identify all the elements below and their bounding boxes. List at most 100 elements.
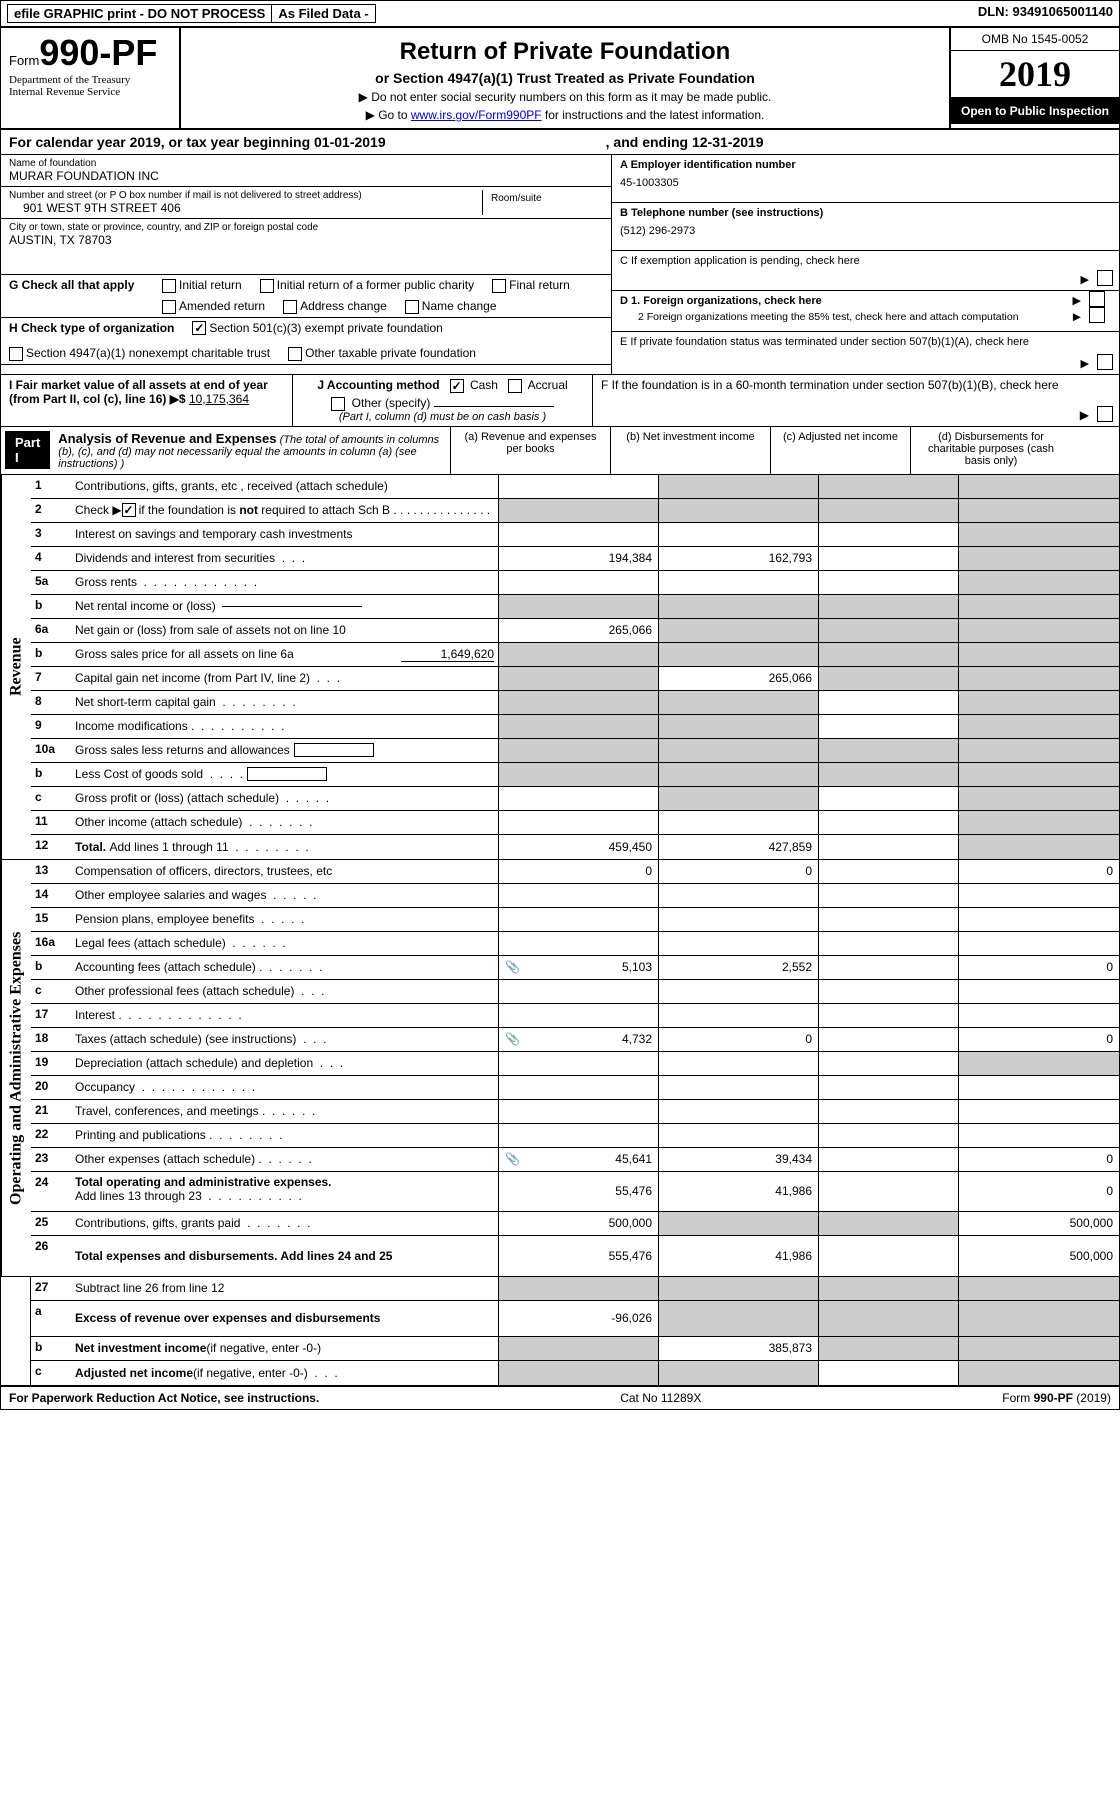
attach-icon[interactable]: 📎 <box>505 1032 520 1046</box>
phone-cell: B Telephone number (see instructions) (5… <box>612 203 1119 251</box>
header-left: Form990-PF Department of the Treasury In… <box>1 28 181 128</box>
form-header: Form990-PF Department of the Treasury In… <box>1 28 1119 130</box>
omb-number: OMB No 1545-0052 <box>951 28 1119 51</box>
part-i-tab: Part I <box>5 431 50 469</box>
form-subtitle: or Section 4947(a)(1) Trust Treated as P… <box>191 70 939 86</box>
row-27-section: 27Subtract line 26 from line 12 aExcess … <box>1 1276 1119 1385</box>
row-27c: cAdjusted net income (if negative, enter… <box>31 1361 1119 1385</box>
irs-link[interactable]: www.irs.gov/Form990PF <box>411 108 542 122</box>
g-opt-initial-former[interactable]: Initial return of a former public charit… <box>260 278 474 293</box>
col-b-head: (b) Net investment income <box>611 427 771 474</box>
form-990pf: efile GRAPHIC print - DO NOT PROCESS As … <box>0 0 1120 1410</box>
d2-checkbox[interactable] <box>1089 307 1105 323</box>
form-ref: Form 990-PF (2019) <box>1002 1391 1111 1405</box>
row-5a: 5aGross rents . . . . . . . . . . . . <box>31 571 1119 595</box>
ein-cell: A Employer identification number 45-1003… <box>612 155 1119 203</box>
asfiled-label: As Filed Data - <box>271 4 375 23</box>
expenses-label: Operating and Administrative Expenses <box>1 860 31 1276</box>
part-i-header: Part I Analysis of Revenue and Expenses … <box>1 427 1119 475</box>
header-right: OMB No 1545-0052 2019 Open to Public Ins… <box>949 28 1119 128</box>
tax-year: 2019 <box>951 51 1119 98</box>
row-11: 11Other income (attach schedule) . . . .… <box>31 811 1119 835</box>
d1-checkbox[interactable] <box>1089 291 1105 307</box>
row-27a: aExcess of revenue over expenses and dis… <box>31 1301 1119 1337</box>
row-7: 7Capital gain net income (from Part IV, … <box>31 667 1119 691</box>
sch-b-checkbox[interactable] <box>122 503 136 517</box>
name-cell: Name of foundation MURAR FOUNDATION INC <box>1 155 611 187</box>
calendar-year-row: For calendar year 2019, or tax year begi… <box>1 130 1119 155</box>
row-6a: 6aNet gain or (loss) from sale of assets… <box>31 619 1119 643</box>
inst-2: ▶ Go to www.irs.gov/Form990PF for instru… <box>191 108 939 122</box>
row-16b: bAccounting fees (attach schedule) . . .… <box>31 956 1119 980</box>
j-cell: J Accounting method Cash Accrual Other (… <box>293 375 593 426</box>
row-12: 12Total. Add lines 1 through 11 . . . . … <box>31 835 1119 859</box>
c-cell: C If exemption application is pending, c… <box>612 251 1119 291</box>
f-cell: F If the foundation is in a 60-month ter… <box>593 375 1119 426</box>
j-accrual[interactable]: Accrual <box>508 378 568 392</box>
attach-icon[interactable]: 📎 <box>505 960 520 974</box>
row-27b: bNet investment income (if negative, ent… <box>31 1337 1119 1361</box>
row-8: 8Net short-term capital gain . . . . . .… <box>31 691 1119 715</box>
row-17: 17Interest . . . . . . . . . . . . . <box>31 1004 1119 1028</box>
efile-label: efile GRAPHIC print - DO NOT PROCESS <box>7 4 272 23</box>
h-opt-other[interactable]: Other taxable private foundation <box>288 346 476 361</box>
g-opt-final[interactable]: Final return <box>492 278 570 293</box>
row-6b: bGross sales price for all assets on lin… <box>31 643 1119 667</box>
row-24: 24Total operating and administrative exp… <box>31 1172 1119 1212</box>
row-18: 18Taxes (attach schedule) (see instructi… <box>31 1028 1119 1052</box>
inspection-label: Open to Public Inspection <box>951 98 1119 124</box>
row-14: 14Other employee salaries and wages . . … <box>31 884 1119 908</box>
row-10a: 10aGross sales less returns and allowanc… <box>31 739 1119 763</box>
e-checkbox[interactable] <box>1097 354 1113 370</box>
row-21: 21Travel, conferences, and meetings . . … <box>31 1100 1119 1124</box>
inst-1: ▶ Do not enter social security numbers o… <box>191 90 939 104</box>
g-opt-address[interactable]: Address change <box>283 299 387 314</box>
i-cell: I Fair market value of all assets at end… <box>1 375 293 426</box>
ijf-row: I Fair market value of all assets at end… <box>1 375 1119 427</box>
identity-section: Name of foundation MURAR FOUNDATION INC … <box>1 155 1119 375</box>
g-opt-initial[interactable]: Initial return <box>162 278 242 293</box>
j-other[interactable]: Other (specify) <box>331 396 430 410</box>
revenue-label: Revenue <box>1 475 31 859</box>
footer: For Paperwork Reduction Act Notice, see … <box>1 1385 1119 1409</box>
attach-icon[interactable]: 📎 <box>505 1152 520 1166</box>
room-label: Room/suite <box>483 190 603 215</box>
revenue-section: Revenue 1Contributions, gifts, grants, e… <box>1 475 1119 859</box>
e-cell: E If private foundation status was termi… <box>612 332 1119 374</box>
row-16c: cOther professional fees (attach schedul… <box>31 980 1119 1004</box>
check-h: H Check type of organization Section 501… <box>1 318 611 366</box>
top-bar: efile GRAPHIC print - DO NOT PROCESS As … <box>1 1 1119 28</box>
g-opt-name[interactable]: Name change <box>405 299 497 314</box>
row-16a: 16aLegal fees (attach schedule) . . . . … <box>31 932 1119 956</box>
row-25: 25Contributions, gifts, grants paid . . … <box>31 1212 1119 1236</box>
cat-no: Cat No 11289X <box>620 1391 701 1405</box>
header-center: Return of Private Foundation or Section … <box>181 28 949 128</box>
row-19: 19Depreciation (attach schedule) and dep… <box>31 1052 1119 1076</box>
h-opt-501c3[interactable]: Section 501(c)(3) exempt private foundat… <box>192 321 442 336</box>
part-i-desc: Analysis of Revenue and Expenses (The to… <box>50 427 450 474</box>
city-cell: City or town, state or province, country… <box>1 219 611 275</box>
dept-label: Department of the Treasury <box>9 74 171 86</box>
row-15: 15Pension plans, employee benefits . . .… <box>31 908 1119 932</box>
row-1: 1Contributions, gifts, grants, etc , rec… <box>31 475 1119 499</box>
form-title: Return of Private Foundation <box>191 38 939 66</box>
dln: DLN: 93491065001140 <box>978 4 1113 23</box>
g-opt-amended[interactable]: Amended return <box>162 299 265 314</box>
row-2: 2Check ▶ if the foundation is not requir… <box>31 499 1119 523</box>
f-checkbox[interactable] <box>1097 406 1113 422</box>
j-cash[interactable]: Cash <box>450 378 498 392</box>
row-20: 20Occupancy . . . . . . . . . . . . <box>31 1076 1119 1100</box>
street-cell: Number and street (or P O box number if … <box>1 187 611 219</box>
row-26: 26Total expenses and disbursements. Add … <box>31 1236 1119 1276</box>
row-23: 23Other expenses (attach schedule) . . .… <box>31 1148 1119 1172</box>
c-checkbox[interactable] <box>1097 270 1113 286</box>
h-opt-4947[interactable]: Section 4947(a)(1) nonexempt charitable … <box>9 346 270 361</box>
form-number: Form990-PF <box>9 32 171 74</box>
check-g: G Check all that apply Initial return In… <box>1 275 611 318</box>
col-c-head: (c) Adjusted net income <box>771 427 911 474</box>
d-cell: D 1. Foreign organizations, check here ▶… <box>612 291 1119 332</box>
col-a-head: (a) Revenue and expenses per books <box>451 427 611 474</box>
irs-label: Internal Revenue Service <box>9 86 171 98</box>
row-3: 3Interest on savings and temporary cash … <box>31 523 1119 547</box>
row-27: 27Subtract line 26 from line 12 <box>31 1277 1119 1301</box>
